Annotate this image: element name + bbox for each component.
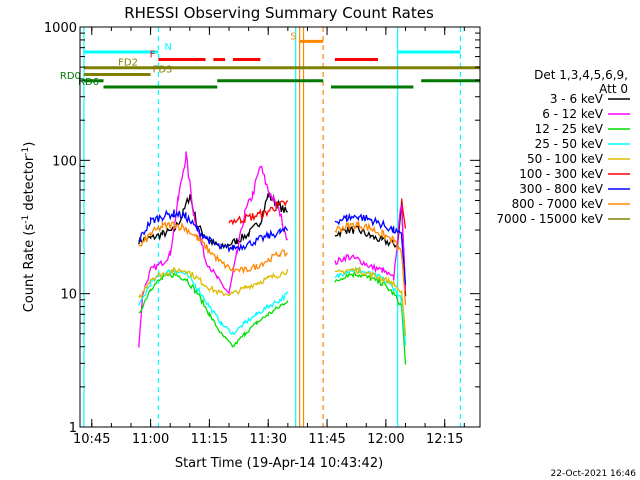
x-axis-label: Start Time (19-Apr-14 10:43:42) bbox=[175, 456, 383, 471]
plot-frame bbox=[79, 26, 481, 428]
legend-label: 6 - 12 keV bbox=[542, 107, 604, 121]
series-lines bbox=[138, 151, 407, 365]
series-line bbox=[138, 220, 407, 305]
footer-date: 22-Oct-2021 16:46 bbox=[551, 469, 637, 479]
y-axis-label: Count Rate (s-1 detector-1) bbox=[21, 142, 37, 313]
series-line bbox=[138, 265, 407, 336]
y-tick-label: 10 bbox=[60, 288, 77, 303]
legend-label: 800 - 7000 keV bbox=[512, 197, 604, 211]
y-axis-ticks: 1 10 100 1000 bbox=[44, 21, 480, 436]
flag-label: RD0 bbox=[60, 71, 81, 82]
legend-label: 50 - 100 keV bbox=[527, 152, 604, 166]
flag-bars bbox=[83, 39, 480, 89]
legend-label: 25 - 50 keV bbox=[535, 137, 604, 151]
series-line bbox=[138, 209, 407, 285]
x-tick-label: 12:00 bbox=[367, 432, 404, 447]
y-tick-label: 1 bbox=[69, 421, 77, 436]
x-tick-label: 12:15 bbox=[426, 432, 463, 447]
flag-label: RD6 bbox=[78, 77, 99, 88]
legend-label: 300 - 800 keV bbox=[519, 182, 603, 196]
series-line bbox=[138, 267, 407, 346]
series-line bbox=[138, 270, 407, 365]
series-line bbox=[228, 198, 407, 229]
legend-label: 100 - 300 keV bbox=[519, 167, 603, 181]
legend-label: 3 - 6 keV bbox=[550, 92, 604, 106]
flag-label: S bbox=[290, 31, 296, 42]
y-tick-label: 1000 bbox=[44, 21, 77, 36]
x-tick-label: 10:45 bbox=[73, 432, 110, 447]
x-axis-ticks: 10:45 11:00 11:15 11:30 11:45 12:00 12:15 bbox=[73, 27, 465, 447]
x-tick-label: 11:30 bbox=[250, 432, 287, 447]
legend-label: 7000 - 15000 keV bbox=[496, 212, 603, 226]
legend-header-line2: Att 0 bbox=[599, 82, 628, 96]
y-tick-label: 100 bbox=[52, 154, 77, 169]
flag-label: FD3 bbox=[153, 65, 173, 76]
flag-label: F bbox=[150, 50, 156, 61]
flag-label: FD2 bbox=[118, 58, 138, 69]
legend-label: 12 - 25 keV bbox=[535, 122, 604, 136]
x-tick-label: 11:45 bbox=[308, 432, 345, 447]
chart-title: RHESSI Observing Summary Count Rates bbox=[124, 4, 434, 22]
legend-header-line1: Det 1,3,4,5,6,9, bbox=[534, 68, 628, 82]
x-tick-label: 11:15 bbox=[191, 432, 228, 447]
flag-label: N bbox=[164, 42, 171, 53]
series-line bbox=[138, 151, 407, 348]
x-tick-label: 11:00 bbox=[132, 432, 169, 447]
vertical-marker-lines bbox=[83, 27, 461, 427]
